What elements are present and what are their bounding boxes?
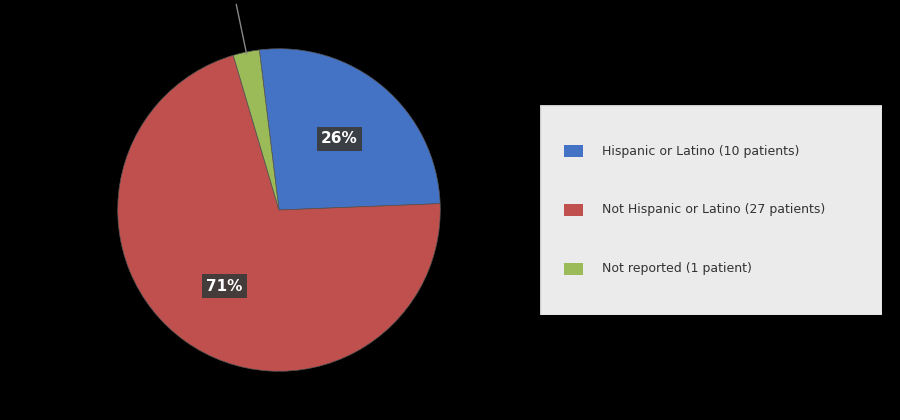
- FancyBboxPatch shape: [564, 263, 583, 275]
- Text: 71%: 71%: [206, 278, 243, 294]
- Wedge shape: [118, 55, 440, 371]
- FancyBboxPatch shape: [540, 105, 882, 315]
- Text: Not reported (1 patient): Not reported (1 patient): [601, 262, 752, 275]
- Text: 26%: 26%: [321, 131, 358, 146]
- Wedge shape: [233, 50, 279, 210]
- Text: Not Hispanic or Latino (27 patients): Not Hispanic or Latino (27 patients): [601, 204, 824, 216]
- Text: Hispanic or Latino (10 patients): Hispanic or Latino (10 patients): [601, 145, 799, 158]
- FancyBboxPatch shape: [564, 145, 583, 157]
- FancyBboxPatch shape: [564, 204, 583, 216]
- Wedge shape: [259, 49, 440, 210]
